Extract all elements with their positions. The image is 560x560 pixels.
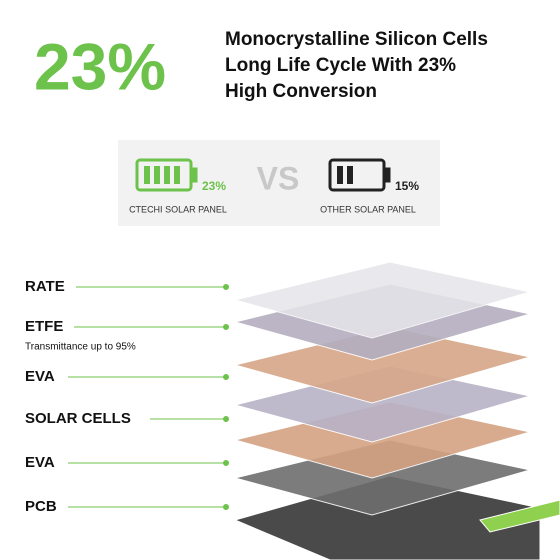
right-value: 15% [395,179,419,193]
battery-icon [135,158,198,192]
comparison-box [118,140,440,226]
layer-label: ETFE [25,318,63,335]
battery-icon [328,158,391,192]
layer-label: EVA [25,454,55,471]
headline: Long Life Cycle With 23% [225,55,456,76]
big-percent: 23% [34,29,166,103]
left-value: 23% [202,179,226,193]
headline: High Conversion [225,81,377,102]
leader-lines [68,284,229,510]
vs: VS [257,160,300,196]
layer-note: Transmittance up to 95% [25,342,136,353]
layer-label: EVA [25,368,55,385]
layer-label: RATE [25,278,65,295]
layer-label: SOLAR CELLS [25,410,131,427]
left-label: CTECHI SOLAR PANEL [129,204,227,214]
layer-stack [233,261,560,560]
right-label: OTHER SOLAR PANEL [320,204,416,214]
layer-label: PCB [25,498,57,515]
headline: Monocrystalline Silicon Cells [225,29,488,50]
